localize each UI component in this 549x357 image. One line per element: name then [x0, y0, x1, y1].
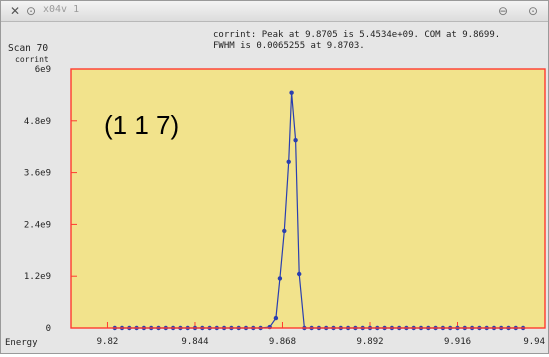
- y-tick-label: 3.6e9: [24, 169, 51, 179]
- info-line-2: FWHM is 0.0065255 at 9.8703.: [213, 41, 365, 51]
- y-tick-label: 6e9: [35, 65, 51, 75]
- x-tick-label: 9.868: [269, 337, 296, 347]
- data-point: [286, 159, 291, 164]
- circle-target-icon: ⊙: [25, 4, 37, 18]
- y-tick-label: 4.8e9: [24, 117, 51, 127]
- data-point: [297, 271, 302, 277]
- data-point: [289, 90, 294, 95]
- x-tick-label: 9.82: [97, 337, 119, 347]
- close-x-icon[interactable]: ✕: [9, 4, 21, 18]
- y-axis-label: corrint: [15, 55, 49, 64]
- plot-area: Scan 70 corrint corrint: Peak at 9.8705 …: [1, 22, 548, 357]
- y-tick-label: 2.4e9: [24, 220, 51, 230]
- circle-maximize-icon[interactable]: ⊙: [527, 4, 539, 18]
- circle-minimize-icon[interactable]: ⊖: [497, 4, 509, 18]
- chart-svg: Scan 70 corrint corrint: Peak at 9.8705 …: [1, 22, 548, 353]
- data-point: [277, 276, 283, 281]
- data-point: [293, 138, 298, 143]
- x-axis-label: Energy: [5, 338, 38, 348]
- y-tick-label: 0: [46, 324, 51, 334]
- x-tick-label: 9.94: [523, 337, 545, 347]
- title-bar: ✕ ⊙ x04v 1 ⊖ ⊙: [1, 1, 548, 22]
- scan-label: Scan 70: [8, 43, 48, 54]
- x-tick-label: 9.844: [181, 337, 208, 347]
- plot-background: [71, 69, 545, 328]
- peak-annotation: (1 1 7): [104, 110, 179, 140]
- x-tick-label: 9.916: [444, 337, 471, 347]
- data-point: [273, 315, 279, 321]
- data-point: [282, 228, 287, 234]
- window-title: x04v 1: [43, 4, 80, 15]
- plot-frame: [70, 68, 546, 329]
- info-line-1: corrint: Peak at 9.8705 is 5.4534e+09. C…: [213, 30, 500, 40]
- y-tick-label: 1.2e9: [24, 272, 51, 282]
- x-tick-label: 9.892: [356, 337, 383, 347]
